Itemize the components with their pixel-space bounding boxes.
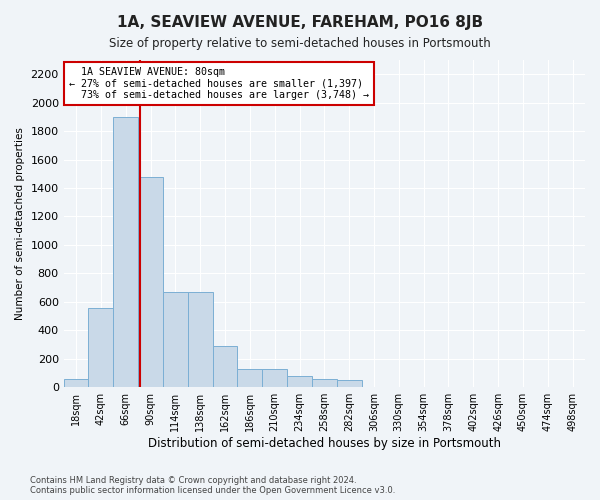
Bar <box>64 378 88 387</box>
Text: Contains HM Land Registry data © Crown copyright and database right 2024.: Contains HM Land Registry data © Crown c… <box>30 476 356 485</box>
Bar <box>287 376 312 387</box>
Bar <box>188 292 212 387</box>
Bar <box>163 292 188 387</box>
X-axis label: Distribution of semi-detached houses by size in Portsmouth: Distribution of semi-detached houses by … <box>148 437 501 450</box>
Bar <box>312 378 337 387</box>
Bar <box>238 368 262 387</box>
Bar <box>88 308 113 387</box>
Bar <box>138 176 163 387</box>
Text: 1A, SEAVIEW AVENUE, FAREHAM, PO16 8JB: 1A, SEAVIEW AVENUE, FAREHAM, PO16 8JB <box>117 15 483 30</box>
Text: 1A SEAVIEW AVENUE: 80sqm
← 27% of semi-detached houses are smaller (1,397)
  73%: 1A SEAVIEW AVENUE: 80sqm ← 27% of semi-d… <box>69 66 369 100</box>
Y-axis label: Number of semi-detached properties: Number of semi-detached properties <box>15 127 25 320</box>
Text: Contains public sector information licensed under the Open Government Licence v3: Contains public sector information licen… <box>30 486 395 495</box>
Text: Size of property relative to semi-detached houses in Portsmouth: Size of property relative to semi-detach… <box>109 38 491 51</box>
Bar <box>337 380 362 387</box>
Bar <box>212 346 238 387</box>
Bar <box>113 117 138 387</box>
Bar <box>262 368 287 387</box>
